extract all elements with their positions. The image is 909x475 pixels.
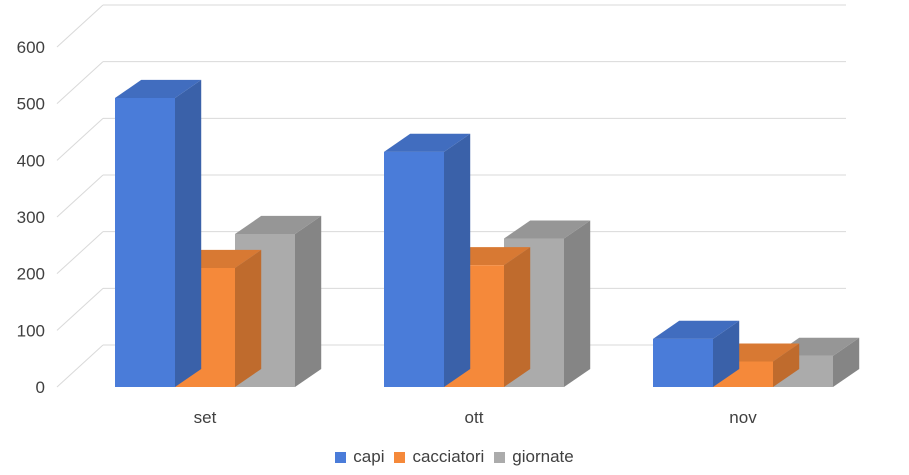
bar-side: [175, 79, 202, 387]
legend-label: cacciatori: [412, 447, 485, 466]
y-tick-label: 200: [17, 265, 45, 284]
y-tick-label: 300: [17, 208, 45, 227]
legend-item-giornate: giornate: [494, 447, 574, 467]
bar-side: [833, 337, 860, 387]
bar-side: [564, 220, 591, 387]
bar-side: [504, 247, 531, 387]
bar-side: [295, 215, 322, 387]
legend-swatch: [335, 451, 347, 463]
bar-top: [504, 220, 591, 239]
legend-label: giornate: [512, 447, 574, 466]
bar-front: [653, 338, 713, 387]
bar-side: [444, 133, 471, 387]
bar-front: [115, 97, 175, 387]
gridline-side: [56, 287, 104, 331]
y-tick-label: 0: [36, 378, 45, 397]
bar-capi-nov: [653, 320, 740, 387]
bar-capi-set: [115, 79, 202, 387]
bar-top: [115, 79, 202, 98]
bar-side: [713, 320, 740, 387]
legend: capi cacciatori giornate: [0, 447, 909, 468]
y-tick-label: 100: [17, 321, 45, 340]
legend-item-capi: capi: [335, 447, 384, 467]
gridline-side: [56, 174, 104, 218]
gridline-side: [56, 4, 104, 48]
y-tick-label: 400: [17, 151, 45, 170]
x-category-label: nov: [729, 408, 757, 427]
bar-top: [653, 320, 740, 339]
bar-top: [235, 215, 322, 234]
x-axis-categories: set ott nov: [194, 408, 758, 427]
y-tick-label: 600: [17, 38, 45, 57]
legend-label: capi: [353, 447, 385, 466]
bar-front: [384, 151, 444, 387]
bar-side: [773, 343, 800, 387]
gridline-side: [56, 61, 104, 105]
legend-swatch: [494, 451, 506, 463]
gridline-side: [56, 117, 104, 161]
x-category-label: ott: [465, 408, 484, 427]
legend-swatch: [394, 451, 406, 463]
legend-item-cacciatori: cacciatori: [394, 447, 484, 467]
y-axis-ticks: 0 100 200 300 400 500 600: [17, 38, 45, 397]
bar-side: [235, 249, 262, 387]
bars: [115, 79, 860, 387]
bar-top: [384, 133, 471, 152]
bar-capi-ott: [384, 133, 471, 387]
gridline-side: [56, 344, 104, 388]
x-category-label: set: [194, 408, 217, 427]
y-tick-label: 500: [17, 95, 45, 114]
gridline-side: [56, 231, 104, 275]
